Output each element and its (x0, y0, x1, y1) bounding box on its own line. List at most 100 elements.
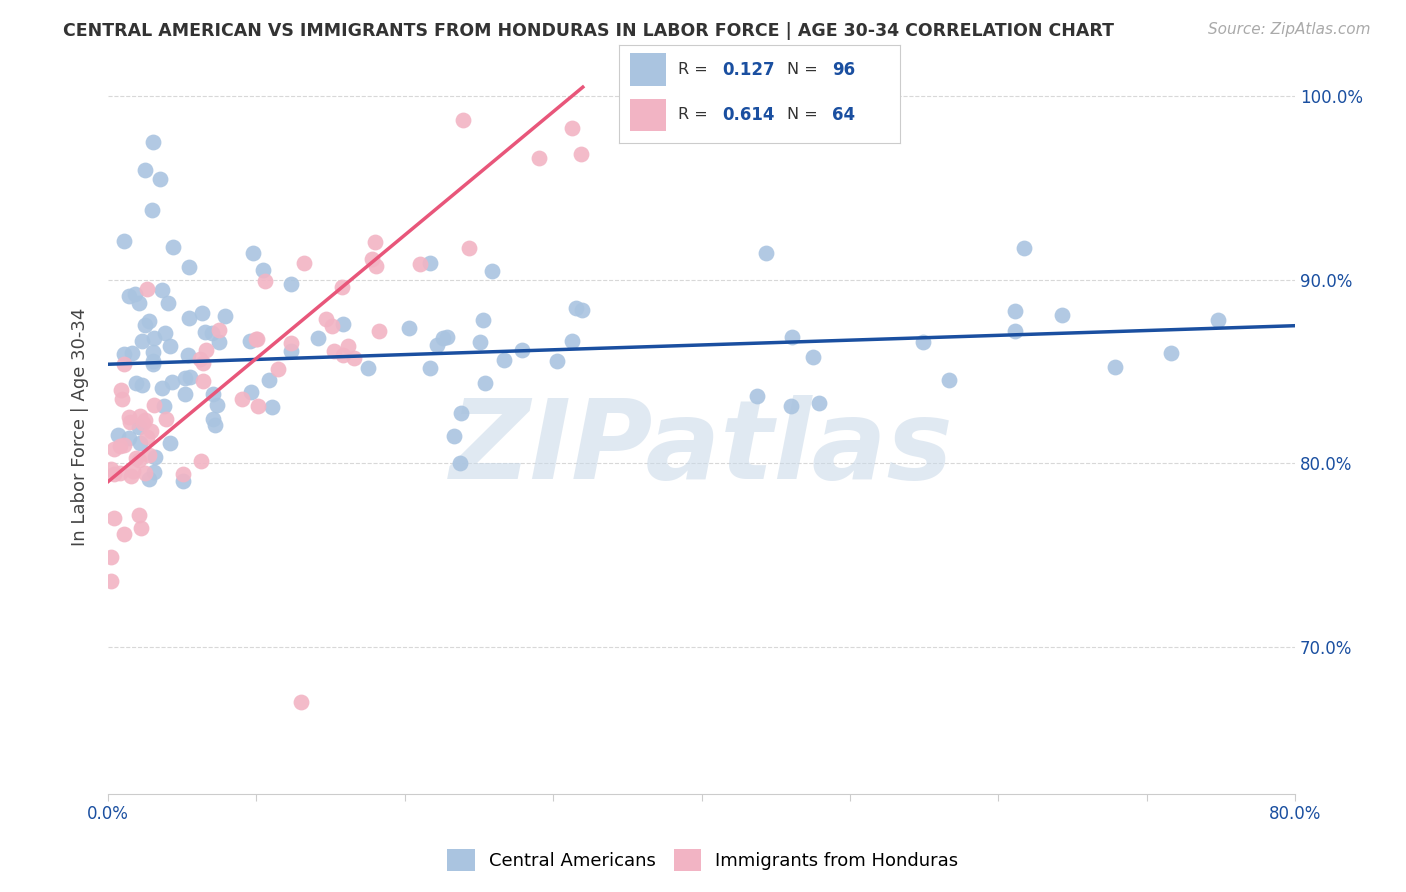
Point (208, 334, 231, 349)
Point (231, 392, 253, 407)
Point (121, 464, 143, 478)
Point (174, 387, 197, 401)
Point (152, 399, 174, 413)
Point (177, 347, 200, 361)
Point (494, 352, 516, 367)
Point (267, 361, 290, 376)
Point (128, 508, 150, 523)
Point (242, 246, 264, 260)
Point (432, 331, 454, 345)
Point (201, 326, 224, 340)
Point (1052, 308, 1074, 322)
Point (193, 374, 215, 388)
Point (138, 448, 160, 462)
Point (252, 263, 274, 277)
Point (419, 360, 441, 375)
Point (118, 410, 141, 425)
Point (108, 439, 131, 453)
Point (565, 301, 588, 315)
Text: CENTRAL AMERICAN VS IMMIGRANTS FROM HONDURAS IN LABOR FORCE | AGE 30-34 CORRELAT: CENTRAL AMERICAN VS IMMIGRANTS FROM HOND… (63, 22, 1115, 40)
Point (141, 135, 163, 149)
Point (159, 339, 181, 353)
Point (343, 351, 366, 365)
Point (471, 312, 494, 326)
Point (134, 318, 156, 333)
Point (111, 392, 134, 406)
Point (450, 406, 472, 420)
Point (214, 309, 236, 323)
Point (179, 370, 201, 384)
Point (188, 352, 211, 367)
Point (207, 398, 229, 412)
Point (162, 375, 184, 389)
Point (468, 335, 491, 350)
Point (321, 318, 343, 333)
Point (315, 312, 337, 326)
Point (100, 461, 122, 475)
Point (262, 401, 284, 415)
Point (449, 456, 471, 470)
Point (364, 259, 387, 273)
Point (142, 345, 165, 359)
Point (112, 357, 135, 371)
Point (129, 409, 152, 423)
Point (138, 314, 160, 328)
Point (457, 241, 479, 255)
FancyBboxPatch shape (630, 99, 666, 131)
Point (780, 330, 803, 344)
Point (202, 412, 225, 426)
Point (128, 436, 150, 450)
Point (332, 348, 354, 362)
Point (125, 376, 148, 390)
Point (141, 203, 163, 218)
Point (124, 287, 146, 301)
Point (204, 418, 226, 433)
Point (801, 351, 824, 365)
Point (246, 332, 269, 346)
Text: Source: ZipAtlas.com: Source: ZipAtlas.com (1208, 22, 1371, 37)
Point (142, 357, 165, 371)
Point (481, 264, 503, 278)
Point (193, 356, 215, 370)
Text: 96: 96 (832, 61, 855, 78)
Point (1104, 360, 1126, 375)
Point (194, 343, 217, 358)
Point (142, 353, 165, 368)
Point (174, 371, 197, 385)
Point (290, 695, 312, 709)
Point (247, 399, 270, 413)
Point (191, 306, 214, 320)
Point (190, 453, 212, 467)
Point (156, 295, 179, 310)
Point (100, 550, 122, 565)
Point (132, 416, 155, 430)
Point (134, 466, 156, 480)
Point (120, 469, 142, 483)
Point (330, 280, 353, 294)
Point (426, 338, 449, 352)
Point (755, 246, 778, 260)
Point (179, 310, 201, 325)
Point (112, 234, 135, 248)
Point (143, 398, 166, 412)
Point (474, 376, 496, 391)
Point (1004, 324, 1026, 338)
Point (143, 331, 166, 345)
Point (125, 451, 148, 466)
Point (103, 467, 125, 481)
Point (172, 467, 194, 482)
Point (131, 378, 153, 392)
Point (280, 343, 302, 358)
Point (131, 334, 153, 348)
Point (363, 235, 385, 250)
Point (138, 472, 160, 486)
Point (436, 329, 458, 343)
Point (292, 256, 315, 270)
Point (114, 347, 136, 361)
Point (443, 429, 465, 443)
Point (332, 317, 354, 331)
Point (1012, 241, 1035, 255)
Point (112, 527, 135, 541)
Point (128, 452, 150, 467)
Point (121, 346, 143, 360)
